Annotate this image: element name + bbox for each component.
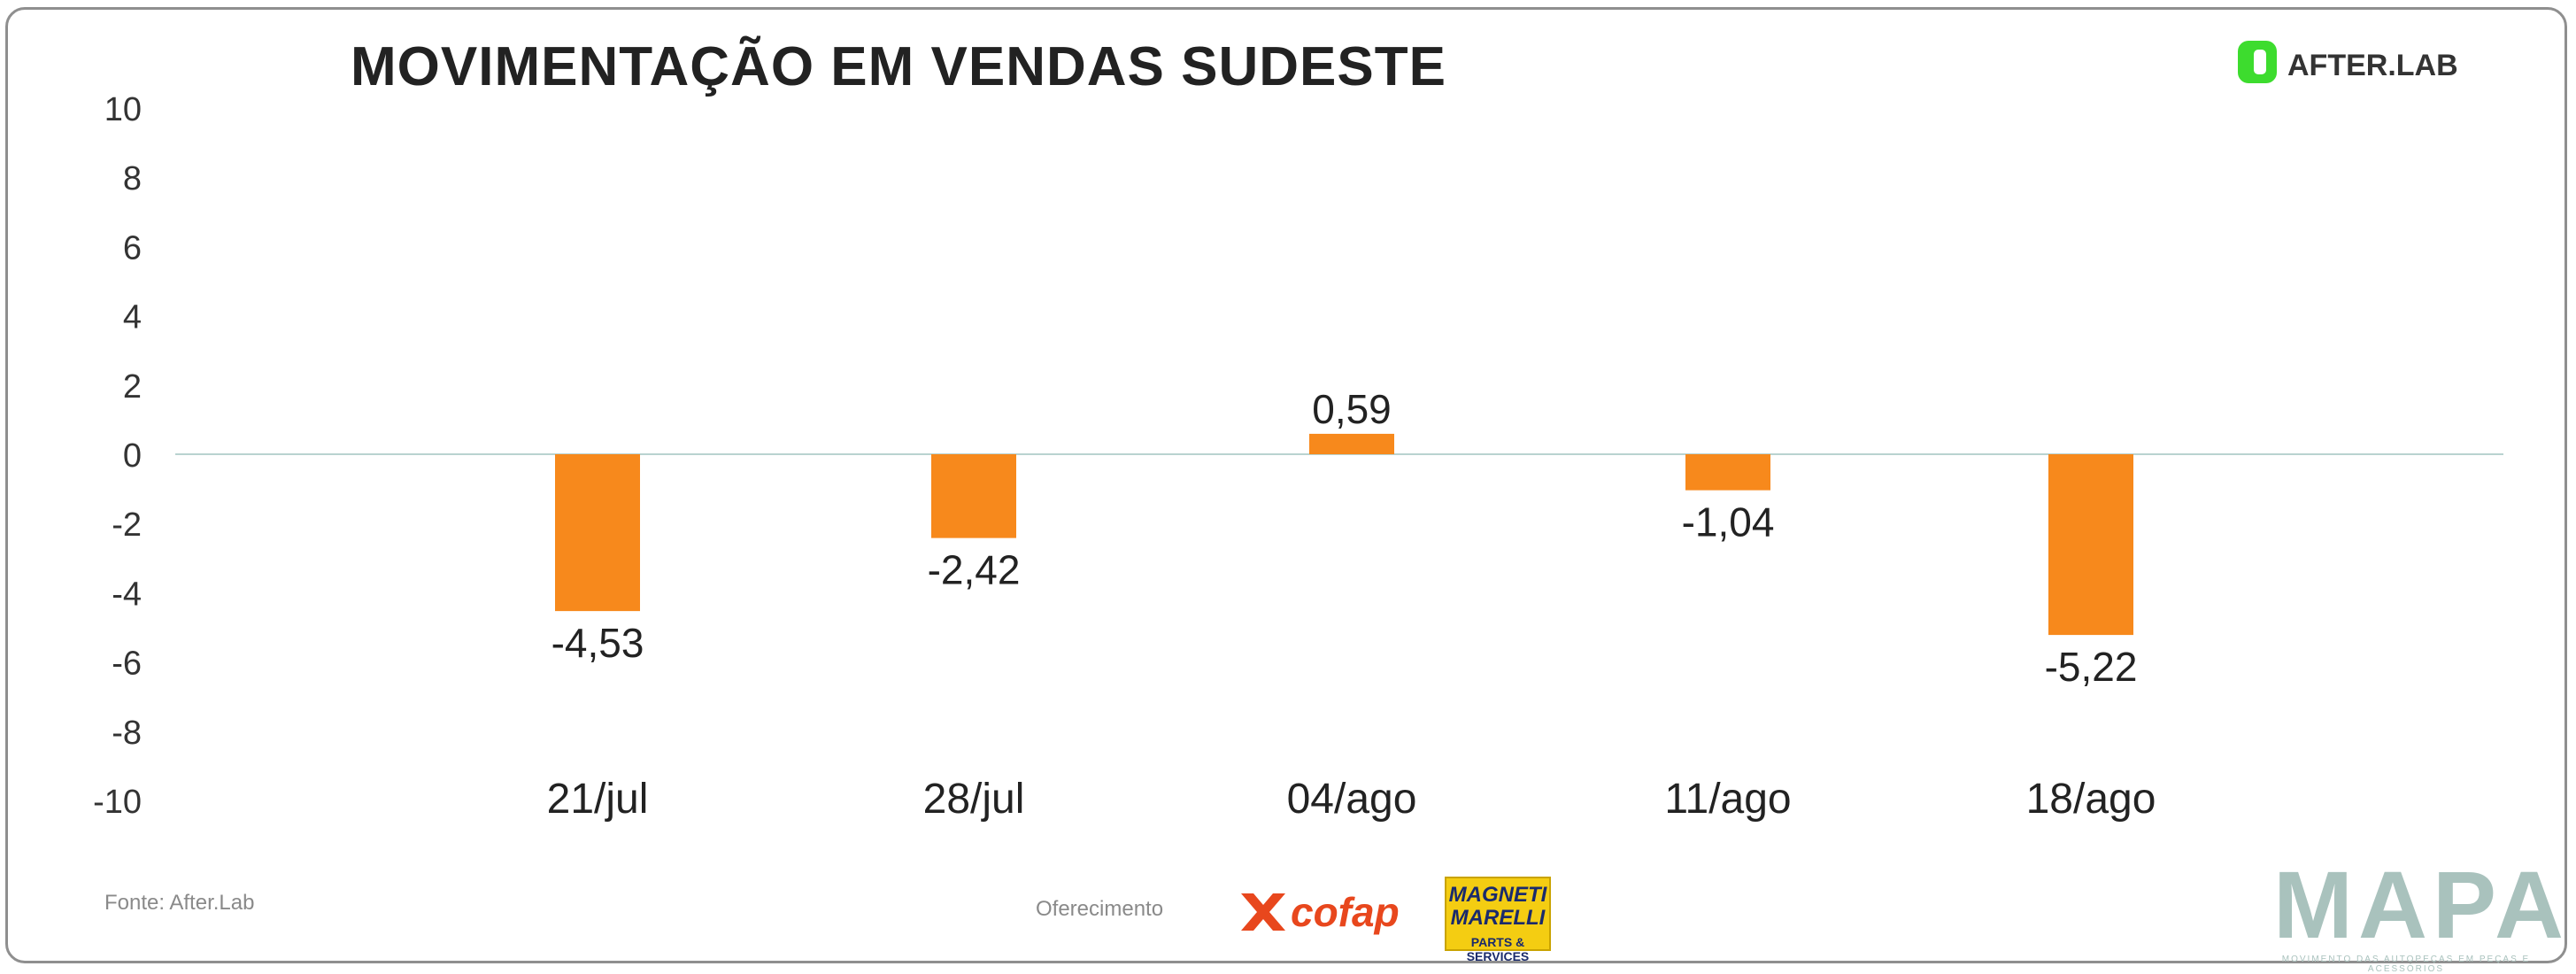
bar-value-label: -5,22 [2045, 644, 2138, 690]
bars [555, 433, 2133, 636]
bar [1309, 433, 1394, 454]
y-axis-ticks: 10 8 6 4 2 0 -2 -4 -6 -8 -10 [93, 91, 142, 821]
bar-value-label: -2,42 [928, 547, 1021, 593]
x-tick-label: 18/ago [2026, 776, 2156, 823]
x-tick-label: 28/jul [923, 776, 1025, 823]
afterlab-logo: AFTER.LAB [2238, 41, 2458, 83]
x-tick-label: 04/ago [1287, 776, 1417, 823]
sponsor-label: Oferecimento [1036, 897, 1164, 921]
y-tick-label: -2 [112, 506, 142, 544]
y-tick-label: -4 [112, 576, 142, 613]
cofap-logo: cofap [1236, 888, 1400, 936]
bar [555, 454, 640, 612]
bar-value-label: -1,04 [1682, 499, 1775, 545]
magneti-marelli-wordmark: MAGNETI MARELLI [1448, 883, 1547, 930]
bar-value-label: 0,59 [1312, 386, 1392, 432]
magneti-marelli-subtitle: PARTS & SERVICES [1466, 935, 1530, 963]
source-note: Fonte: After.Lab [104, 891, 255, 915]
x-tick-label: 11/ago [1664, 776, 1791, 823]
bar [2048, 454, 2133, 636]
mapa-tagline: MOVIMENTO DAS AUTOPEÇAS EM PEÇAS E ACESS… [2281, 955, 2531, 974]
bar [1685, 454, 1770, 491]
afterlab-logo-text: AFTER.LAB [2287, 49, 2458, 82]
magneti-marelli-logo: MAGNETI MARELLI PARTS & SERVICES [1445, 877, 1551, 963]
x-tick-label: 21/jul [547, 776, 649, 823]
chart-title-text: MOVIMENTAÇÃO EM VENDAS SUDESTE [351, 36, 1446, 97]
y-tick-label: -8 [112, 715, 142, 752]
y-tick-label: 4 [123, 299, 142, 336]
chart-title: MOVIMENTAÇÃO EM VENDAS SUDESTE [0, 35, 2576, 98]
y-tick-label: -10 [93, 784, 142, 821]
chart-frame [5, 7, 2567, 963]
mapa-wordmark: MAPA [2273, 851, 2569, 958]
y-tick-label: 8 [123, 160, 142, 197]
bar [931, 454, 1016, 538]
x-axis-ticks: 21/jul 28/jul 04/ago 11/ago 18/ago [547, 776, 2156, 823]
y-tick-label: 10 [104, 91, 142, 128]
bar-value-label: -4,53 [551, 620, 644, 666]
bar-value-labels: -4,53 -2,42 0,59 -1,04 -5,22 [551, 386, 2138, 690]
y-tick-label: 0 [123, 437, 142, 475]
y-tick-label: 6 [123, 229, 142, 267]
y-tick-label: -6 [112, 645, 142, 683]
cofap-x-icon [1241, 893, 1285, 931]
mapa-logo: MAPA MOVIMENTO DAS AUTOPEÇAS EM PEÇAS E … [2273, 851, 2569, 974]
y-tick-label: 2 [123, 368, 142, 406]
cofap-wordmark: cofap [1291, 889, 1400, 935]
afterlab-logo-cut-icon [2254, 50, 2266, 74]
